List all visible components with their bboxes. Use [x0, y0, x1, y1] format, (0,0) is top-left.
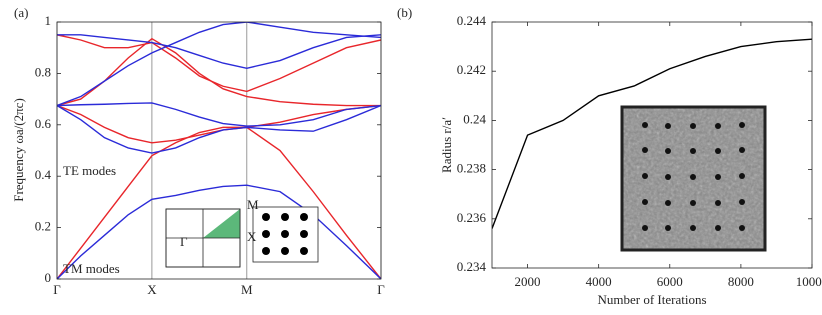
plot-lines: [492, 38, 812, 229]
y-tick-label: 1: [45, 13, 52, 28]
lattice-inset: [252, 206, 319, 263]
x-tick-label: X: [147, 282, 157, 297]
x-tick-label: M: [241, 282, 253, 297]
inset-label: Γ: [180, 234, 188, 249]
y-tick-label: 0.238: [457, 161, 486, 176]
x-tick-label: Γ: [53, 282, 61, 297]
y-tick-label: 0.2: [35, 219, 51, 234]
series-line: [57, 34, 381, 69]
y-tick-label: 0.6: [35, 116, 52, 131]
x-axis-label: Number of Iterations: [597, 292, 706, 307]
x-tick-label: 4000: [586, 274, 612, 289]
axes-frame: [491, 21, 813, 269]
y-tick-label: 0.24: [463, 111, 486, 126]
y-tick-label: 0.8: [35, 64, 51, 79]
x-tick-label: Γ: [377, 282, 385, 297]
inset-label: M: [247, 197, 259, 212]
y-tick-label: 0: [45, 270, 52, 285]
inset-label: X: [247, 229, 257, 244]
series-line: [492, 38, 812, 229]
x-tick-label: 6000: [657, 274, 683, 289]
series-line: [57, 102, 381, 127]
x-tick-label: 2000: [515, 274, 541, 289]
series-line: [57, 104, 381, 154]
axes-frame: [56, 21, 382, 280]
brillouin-inset: [165, 208, 241, 268]
plot-lines: [57, 22, 381, 279]
panel-label: (a): [14, 5, 28, 20]
y-axis-label: Radius r/a′: [439, 117, 454, 173]
x-tick-label: 8000: [728, 274, 754, 289]
inset-image: [620, 105, 767, 252]
annotation: TE modes: [63, 163, 116, 178]
series-line: [57, 126, 381, 279]
y-tick-label: 0.242: [457, 62, 486, 77]
series-line: [57, 37, 381, 107]
y-tick-label: 0.236: [457, 210, 487, 225]
y-axis-label: Frequency ωa/(2πc): [11, 98, 26, 202]
series-line: [57, 22, 381, 107]
series-line: [57, 104, 381, 144]
annotation: TM modes: [63, 261, 120, 276]
y-tick-label: 0.4: [35, 167, 52, 182]
series-line: [57, 34, 381, 93]
y-tick-label: 0.234: [457, 259, 487, 274]
y-tick-label: 0.244: [457, 13, 487, 28]
panel-label: (b): [397, 5, 412, 20]
